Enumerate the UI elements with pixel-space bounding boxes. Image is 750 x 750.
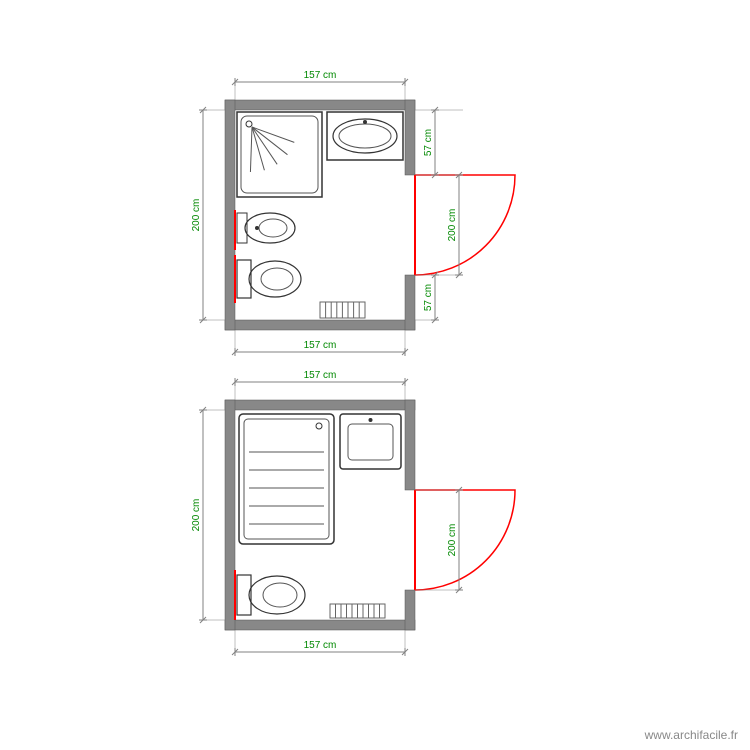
toilet-seat	[263, 583, 297, 607]
shower-inner	[244, 419, 329, 539]
toilet-seat	[261, 268, 293, 290]
wall-left	[225, 400, 235, 630]
dimension-label: 57 cm	[423, 129, 434, 156]
plan-b	[199, 378, 515, 656]
dimension-label: 157 cm	[304, 340, 337, 351]
wall-right-lower	[405, 275, 415, 330]
sink-counter	[340, 414, 401, 469]
shower-spray	[252, 127, 294, 142]
dimension-label: 157 cm	[304, 640, 337, 651]
drain-icon	[316, 423, 322, 429]
wall-bottom	[225, 320, 415, 330]
dimension-label: 157 cm	[304, 370, 337, 381]
door-arc	[415, 175, 515, 275]
dimension-label: 200 cm	[447, 524, 458, 557]
dimension-label: 157 cm	[304, 70, 337, 81]
wall-right-lower	[405, 590, 415, 630]
shower-tray	[237, 112, 322, 197]
dimension-label: 57 cm	[423, 284, 434, 311]
shower-spray	[252, 127, 287, 155]
dimension-label: 200 cm	[191, 199, 202, 232]
faucet-icon	[363, 120, 367, 124]
shower-spray	[250, 127, 252, 172]
door-arc	[415, 490, 515, 590]
bidet-inner	[259, 219, 287, 237]
wall-top	[225, 400, 415, 410]
shower-head-icon	[246, 121, 252, 127]
shower-spray	[252, 127, 277, 164]
shower-spray	[252, 127, 264, 170]
dimension-label: 200 cm	[447, 209, 458, 242]
faucet-icon	[369, 418, 373, 422]
wall-right-upper	[405, 100, 415, 175]
sink-inner	[339, 124, 391, 148]
wall-top	[225, 100, 415, 110]
bidet-faucet-icon	[255, 226, 259, 230]
watermark-text: www.archifacile.fr	[645, 728, 738, 742]
sink-basin	[348, 424, 393, 460]
wall-right-upper	[405, 400, 415, 490]
plan-a	[199, 78, 515, 356]
dimension-label: 200 cm	[191, 499, 202, 532]
wall-left	[225, 100, 235, 330]
wall-bottom	[225, 620, 415, 630]
